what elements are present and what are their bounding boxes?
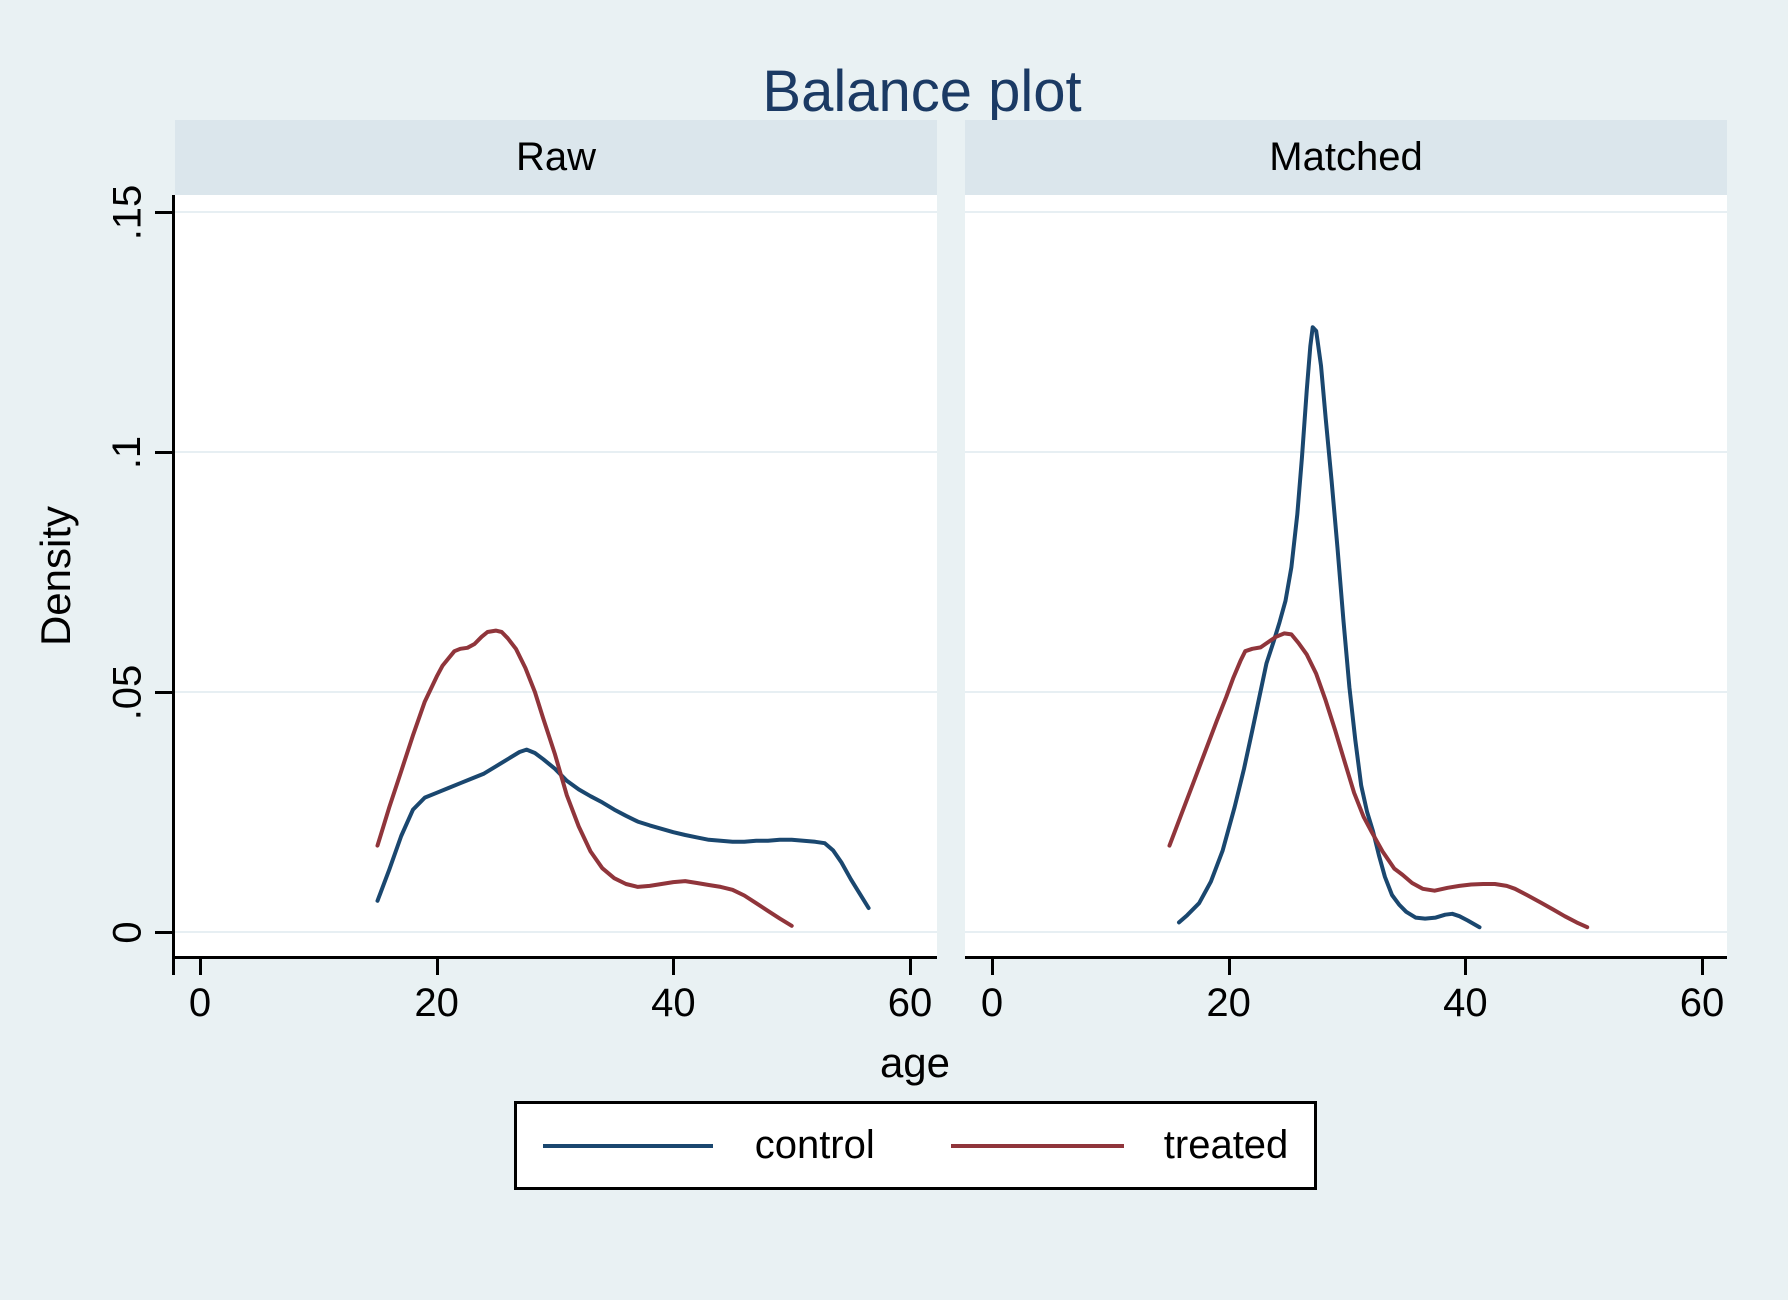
gridline bbox=[175, 211, 937, 213]
legend-line-control bbox=[542, 1143, 713, 1148]
panel-header-matched: Matched bbox=[965, 120, 1727, 195]
x-tick bbox=[435, 959, 439, 975]
x-tick bbox=[908, 959, 912, 975]
x-tick-label-wrap: 60 bbox=[1642, 980, 1762, 1026]
x-tick-label: 60 bbox=[1679, 980, 1725, 1025]
x-tick-label: 40 bbox=[1443, 980, 1488, 1025]
x-axis-title-wrap: age bbox=[845, 1038, 985, 1088]
y-tick-label-wrap: .1 bbox=[68, 429, 188, 475]
legend: control treated bbox=[514, 1101, 1317, 1190]
x-tick-label: 0 bbox=[980, 980, 1004, 1025]
panel-header-matched-label: Matched bbox=[1269, 135, 1423, 179]
y-tick-label-wrap: .15 bbox=[68, 184, 188, 240]
x-tick-label-wrap: 20 bbox=[377, 980, 497, 1026]
x-tick-label: 60 bbox=[887, 980, 933, 1025]
x-tick-label: 0 bbox=[188, 980, 212, 1025]
y-axis-title-wrap: Density bbox=[0, 506, 126, 646]
x-tick-label: 20 bbox=[414, 980, 459, 1025]
x-tick-label-wrap: 60 bbox=[850, 980, 970, 1026]
panel-header-raw-label: Raw bbox=[515, 135, 597, 179]
gridline bbox=[175, 451, 937, 453]
density-curve-treated bbox=[1167, 631, 1590, 930]
x-tick-label-wrap: 0 bbox=[932, 980, 1052, 1026]
chart-title: Balance plot bbox=[762, 59, 1082, 124]
x-tick bbox=[199, 959, 202, 975]
x-tick bbox=[991, 959, 994, 975]
x-tick-label-wrap: 40 bbox=[1405, 980, 1525, 1026]
density-curve-control bbox=[1177, 325, 1482, 930]
y-axis-title: Density bbox=[32, 505, 79, 647]
y-tick bbox=[155, 691, 173, 694]
x-axis-line-matched bbox=[965, 956, 1727, 959]
gridline bbox=[965, 931, 1727, 933]
plot-area-matched bbox=[965, 195, 1727, 957]
y-tick-label: 0 bbox=[105, 920, 150, 944]
y-tick bbox=[155, 451, 173, 454]
legend-line-treated bbox=[950, 1143, 1124, 1148]
gridline bbox=[965, 211, 1727, 213]
y-tick-label: .05 bbox=[105, 664, 150, 720]
density-curve-treated bbox=[375, 628, 794, 928]
gridline bbox=[965, 451, 1727, 453]
y-tick-label-wrap: 0 bbox=[68, 909, 188, 955]
legend-label-treated: treated bbox=[1163, 1123, 1289, 1167]
x-axis-line-raw bbox=[172, 956, 937, 959]
legend-label-control: control bbox=[754, 1123, 875, 1167]
y-tick-label-wrap: .05 bbox=[68, 664, 188, 720]
density-curves-matched bbox=[1167, 325, 1590, 930]
density-curves-raw bbox=[375, 628, 871, 928]
y-tick-label: .1 bbox=[105, 435, 150, 469]
y-axis-line bbox=[172, 195, 175, 975]
y-tick-label: .15 bbox=[105, 184, 150, 240]
x-tick-label: 40 bbox=[651, 980, 696, 1025]
gridline bbox=[965, 691, 1727, 693]
gridline bbox=[175, 931, 937, 933]
x-tick bbox=[1700, 959, 1704, 975]
plot-area-raw bbox=[175, 195, 937, 957]
panel-header-raw: Raw bbox=[175, 120, 937, 195]
density-curve-control bbox=[375, 747, 871, 910]
x-tick-label-wrap: 0 bbox=[140, 980, 260, 1026]
x-tick-label-wrap: 20 bbox=[1169, 980, 1289, 1026]
y-tick bbox=[155, 931, 173, 934]
x-axis-title: age bbox=[879, 1039, 951, 1086]
x-tick bbox=[1464, 959, 1468, 975]
x-tick-label-wrap: 40 bbox=[613, 980, 733, 1026]
x-tick-label: 20 bbox=[1206, 980, 1251, 1025]
y-tick bbox=[155, 211, 173, 214]
x-tick bbox=[1227, 959, 1231, 975]
x-tick bbox=[672, 959, 676, 975]
gridline bbox=[175, 691, 937, 693]
